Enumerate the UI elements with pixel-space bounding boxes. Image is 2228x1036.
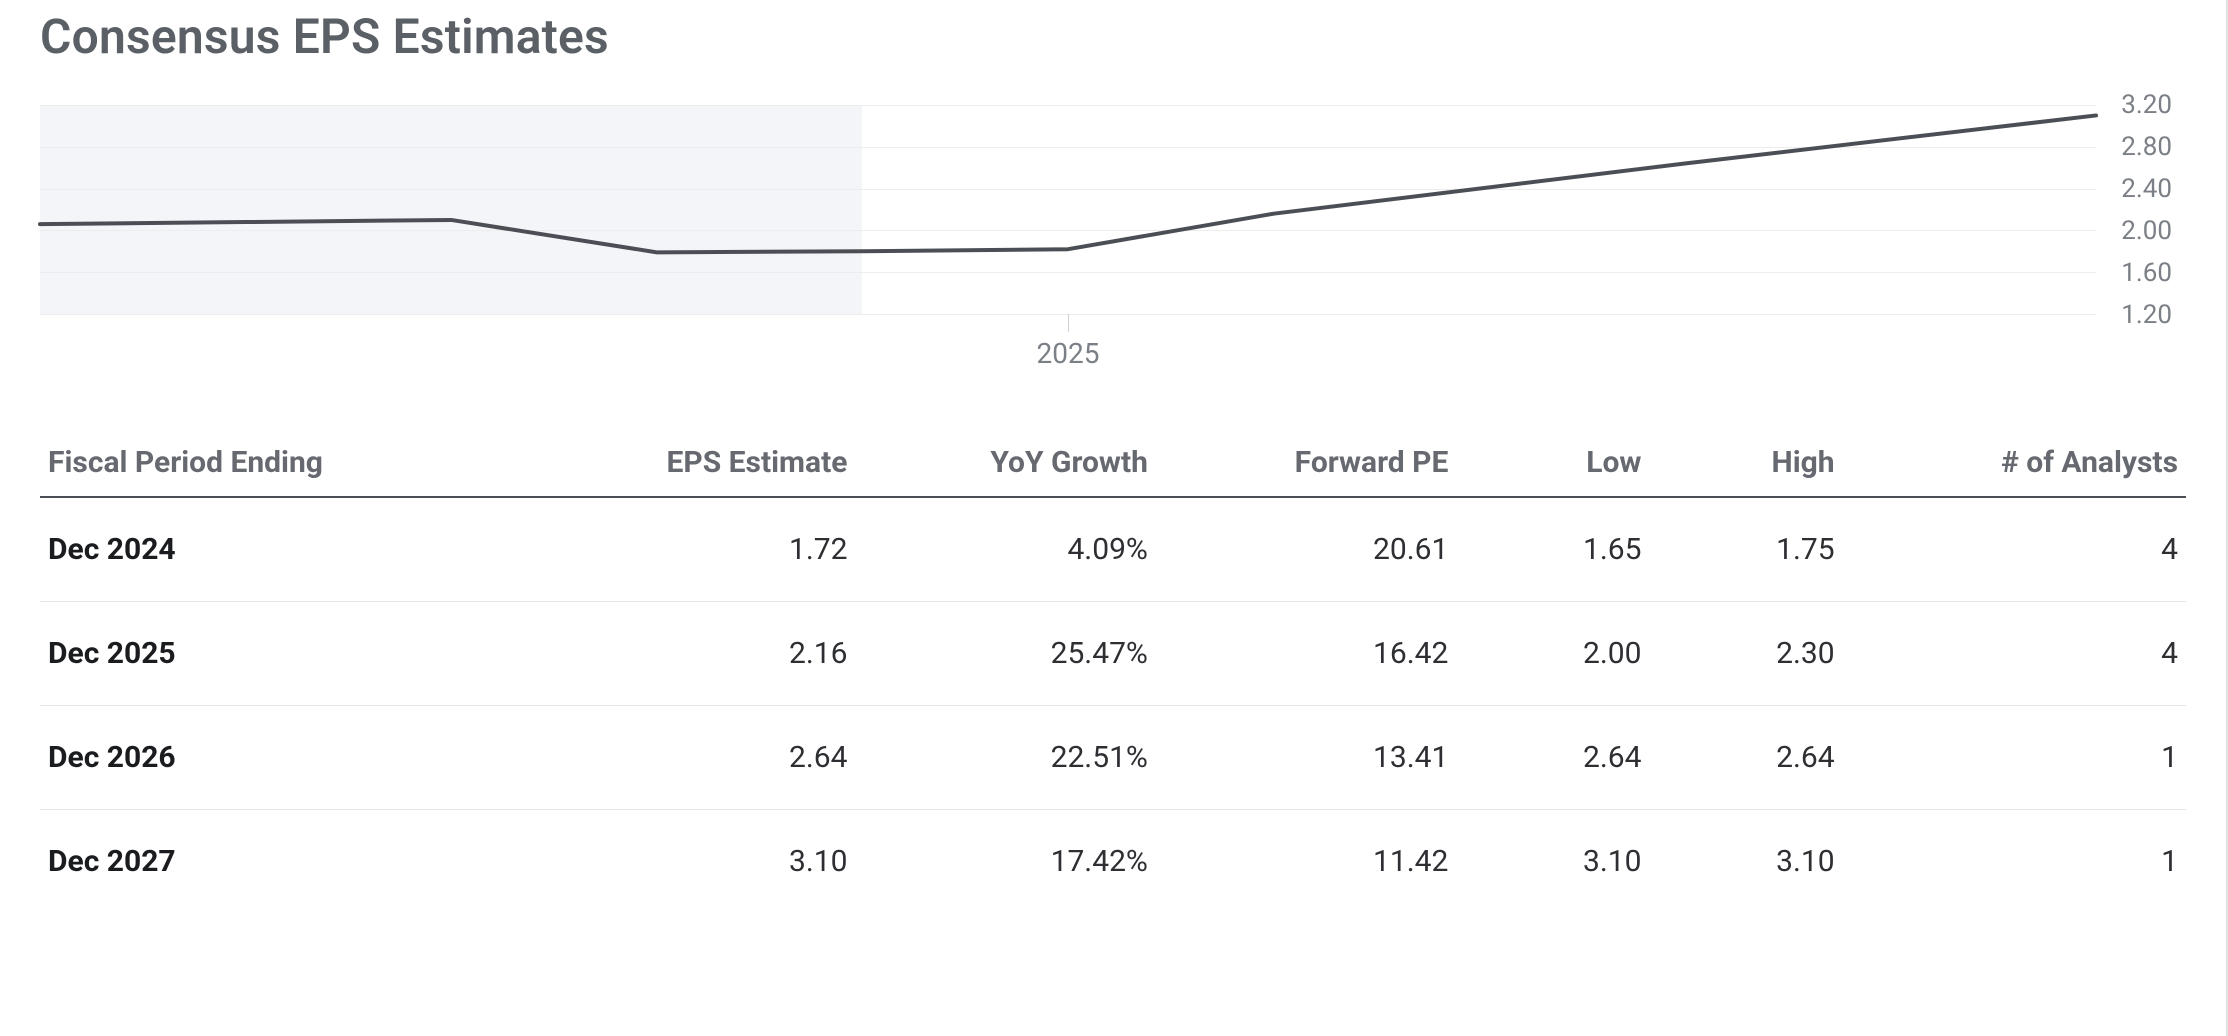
table-row: Dec 20262.6422.51%13.412.642.641 — [40, 706, 2186, 810]
eps-estimates-panel: Consensus EPS Estimates 2025 3.202.802.4… — [0, 0, 2228, 1036]
chart-plot-area: 2025 — [40, 105, 2096, 315]
cell-high: 3.10 — [1649, 810, 1842, 914]
table-header-period: Fiscal Period Ending — [40, 435, 555, 497]
chart-y-axis: 3.202.802.402.001.601.20 — [2106, 105, 2186, 365]
cell-fpe: 11.42 — [1156, 810, 1456, 914]
table-header-yoy: YoY Growth — [855, 435, 1155, 497]
cell-fpe: 13.41 — [1156, 706, 1456, 810]
cell-period: Dec 2024 — [40, 497, 555, 602]
cell-yoy: 4.09% — [855, 497, 1155, 602]
chart-y-tick-label: 1.60 — [2121, 258, 2172, 288]
eps-estimates-table: Fiscal Period EndingEPS EstimateYoY Grow… — [40, 435, 2186, 913]
cell-low: 2.64 — [1456, 706, 1649, 810]
cell-low: 3.10 — [1456, 810, 1649, 914]
table-header-fpe: Forward PE — [1156, 435, 1456, 497]
cell-high: 1.75 — [1649, 497, 1842, 602]
chart-y-tick-label: 2.00 — [2121, 216, 2172, 246]
cell-eps: 2.16 — [555, 602, 855, 706]
eps-chart: 2025 3.202.802.402.001.601.20 — [40, 105, 2186, 365]
chart-x-tick-mark — [1068, 314, 1069, 332]
chart-y-tick-label: 1.20 — [2121, 300, 2172, 330]
cell-fpe: 20.61 — [1156, 497, 1456, 602]
cell-fpe: 16.42 — [1156, 602, 1456, 706]
table-header-analysts: # of Analysts — [1843, 435, 2186, 497]
table-header-low: Low — [1456, 435, 1649, 497]
cell-high: 2.64 — [1649, 706, 1842, 810]
cell-yoy: 17.42% — [855, 810, 1155, 914]
cell-yoy: 25.47% — [855, 602, 1155, 706]
cell-eps: 2.64 — [555, 706, 855, 810]
table-row: Dec 20241.724.09%20.611.651.754 — [40, 497, 2186, 602]
chart-y-tick-label: 2.80 — [2121, 132, 2172, 162]
table-row: Dec 20252.1625.47%16.422.002.304 — [40, 602, 2186, 706]
cell-eps: 1.72 — [555, 497, 855, 602]
chart-y-tick-label: 2.40 — [2121, 174, 2172, 204]
cell-analysts: 4 — [1843, 497, 2186, 602]
page-title: Consensus EPS Estimates — [40, 0, 2186, 105]
cell-high: 2.30 — [1649, 602, 1842, 706]
cell-low: 2.00 — [1456, 602, 1649, 706]
table-row: Dec 20273.1017.42%11.423.103.101 — [40, 810, 2186, 914]
cell-yoy: 22.51% — [855, 706, 1155, 810]
cell-analysts: 4 — [1843, 602, 2186, 706]
chart-series-line — [40, 115, 2096, 252]
cell-eps: 3.10 — [555, 810, 855, 914]
chart-x-tick-label: 2025 — [1037, 337, 1100, 370]
cell-analysts: 1 — [1843, 810, 2186, 914]
table-header-row: Fiscal Period EndingEPS EstimateYoY Grow… — [40, 435, 2186, 497]
cell-low: 1.65 — [1456, 497, 1649, 602]
cell-period: Dec 2026 — [40, 706, 555, 810]
chart-line-svg — [40, 105, 2096, 314]
table-header-eps: EPS Estimate — [555, 435, 855, 497]
cell-analysts: 1 — [1843, 706, 2186, 810]
cell-period: Dec 2027 — [40, 810, 555, 914]
cell-period: Dec 2025 — [40, 602, 555, 706]
table-header-high: High — [1649, 435, 1842, 497]
